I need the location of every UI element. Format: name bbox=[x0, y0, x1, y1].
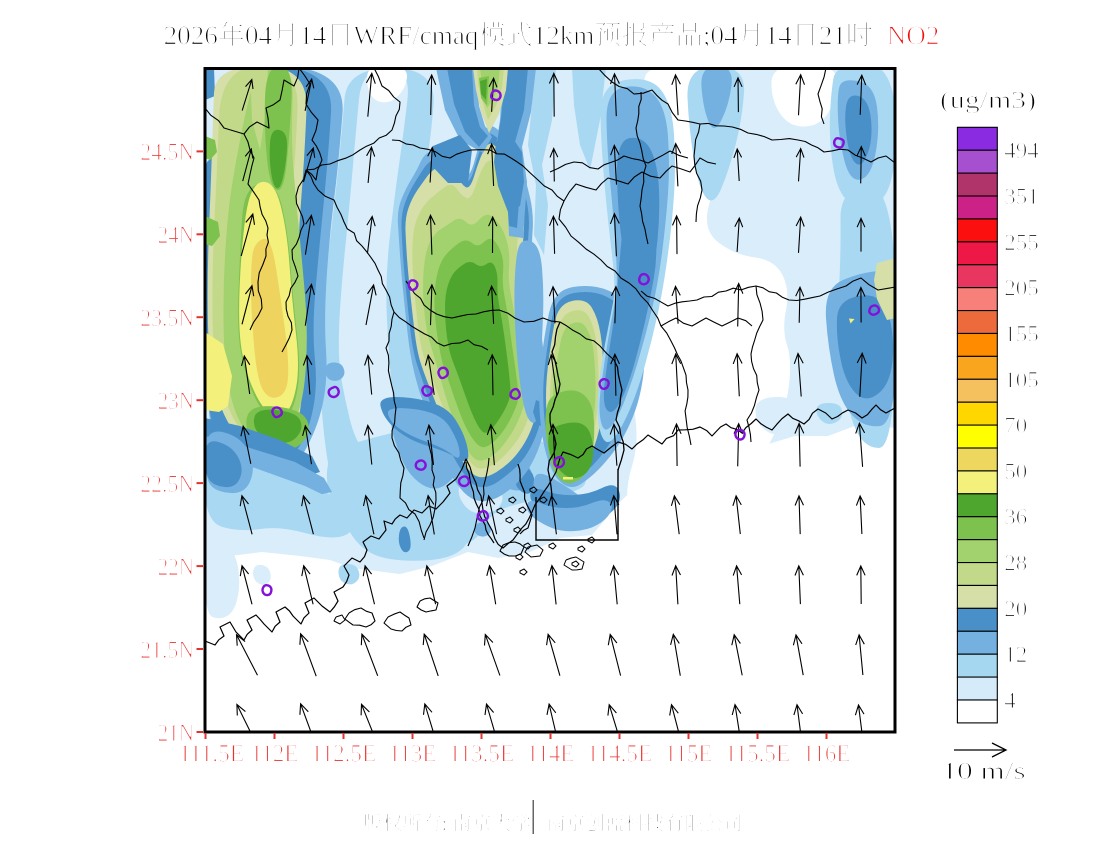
svg-text:22.5N: 22.5N bbox=[140, 469, 194, 498]
svg-text:12: 12 bbox=[1004, 642, 1027, 667]
svg-text:114E: 114E bbox=[527, 739, 575, 768]
svg-text:23.5N: 23.5N bbox=[140, 303, 194, 332]
svg-text:112E: 112E bbox=[251, 739, 298, 768]
svg-text:10 m/s: 10 m/s bbox=[942, 756, 1026, 785]
svg-text:115.5E: 115.5E bbox=[725, 739, 790, 768]
svg-text:115E: 115E bbox=[665, 739, 713, 768]
svg-text:21.5N: 21.5N bbox=[140, 635, 194, 664]
svg-text:36: 36 bbox=[1004, 505, 1027, 530]
svg-text:70: 70 bbox=[1004, 413, 1027, 438]
svg-text:23N: 23N bbox=[158, 386, 194, 415]
svg-text:116E: 116E bbox=[803, 739, 851, 768]
svg-text:494: 494 bbox=[1004, 138, 1039, 163]
svg-text:114.5E: 114.5E bbox=[587, 739, 652, 768]
svg-text:113E: 113E bbox=[389, 739, 437, 768]
svg-text:4: 4 bbox=[1004, 688, 1016, 713]
svg-text:112.5E: 112.5E bbox=[311, 739, 376, 768]
svg-text:(ug/m3): (ug/m3) bbox=[940, 87, 1036, 114]
svg-text:351: 351 bbox=[1004, 184, 1039, 209]
svg-text:113.5E: 113.5E bbox=[449, 739, 514, 768]
svg-text:28: 28 bbox=[1004, 551, 1027, 576]
svg-text:21N: 21N bbox=[158, 718, 194, 747]
svg-text:24.5N: 24.5N bbox=[140, 137, 194, 166]
svg-text:20: 20 bbox=[1004, 596, 1027, 621]
svg-text:255: 255 bbox=[1004, 230, 1039, 255]
svg-text:205: 205 bbox=[1004, 276, 1039, 301]
svg-text:105: 105 bbox=[1004, 367, 1039, 392]
svg-text:111.5E: 111.5E bbox=[179, 739, 244, 768]
svg-text:155: 155 bbox=[1004, 322, 1039, 347]
svg-text:22N: 22N bbox=[158, 552, 194, 581]
svg-text:50: 50 bbox=[1004, 459, 1027, 484]
svg-text:24N: 24N bbox=[158, 220, 194, 249]
